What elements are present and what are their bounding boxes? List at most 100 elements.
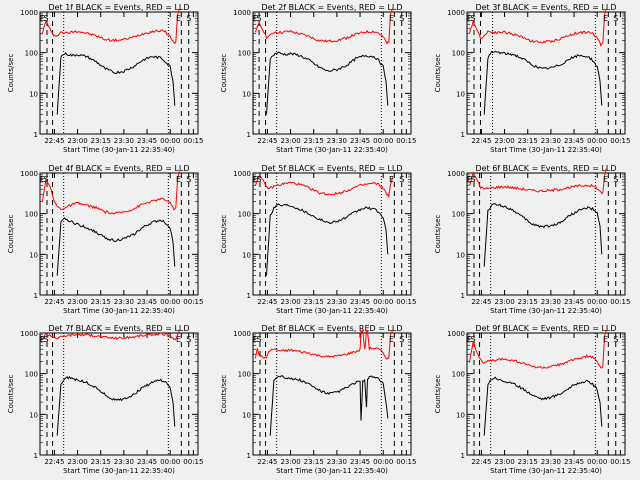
y-tick-label: 1000 [20,330,38,338]
saa-marker: S [471,14,476,23]
y-tick-label: 100 [452,50,465,58]
saa-marker: S [613,335,618,344]
saa-marker: S [399,335,404,344]
plot-frame [466,332,626,456]
x-axis-label: Start Time (30-Jan-11 22:35:40) [276,467,388,475]
x-tick-label: 23:00 [67,137,87,145]
x-tick-label: 23:45 [564,458,584,466]
y-tick-label: 10 [456,90,465,98]
y-tick-label: 100 [238,50,251,58]
lld-series-line [254,328,393,360]
x-tick-label: 23:15 [518,298,538,306]
x-tick-label: 23:00 [494,137,514,145]
x-tick-label: 00:15 [396,298,416,306]
eclipse-marker: E [176,335,181,344]
x-tick-label: 23:00 [67,298,87,306]
y-tick-label: 10 [456,411,465,419]
y-axis-label: Counts/sec [434,375,442,414]
plot-frame [466,11,626,135]
plot-frame [252,332,412,456]
eclipse-marker: E [389,175,394,184]
x-tick-label: 22:45 [44,137,64,145]
chart-title: Det 3f BLACK = Events, RED = LLD [475,3,616,12]
y-tick-label: 100 [25,371,38,379]
y-tick-label: 10 [242,90,251,98]
eclipse-marker: E [40,14,45,23]
events-series-line [266,51,389,115]
x-tick-label: 00:00 [160,458,180,466]
saa-marker: S [399,14,404,23]
x-tick-label: 22:45 [471,137,491,145]
saa-marker: S [257,335,262,344]
x-axis-label: Start Time (30-Jan-11 22:35:40) [63,146,175,154]
chart-title: Det 4f BLACK = Events, RED = LLD [48,164,189,173]
x-tick-label: 00:00 [160,137,180,145]
x-tick-label: 23:30 [327,458,347,466]
x-tick-label: 00:00 [373,298,393,306]
x-tick-label: 22:45 [44,458,64,466]
x-tick-label: 23:00 [280,458,300,466]
x-tick-label: 22:45 [257,298,277,306]
x-tick-label: 23:30 [327,137,347,145]
saa-marker: S [186,175,191,184]
chart-title: Det 7f BLACK = Events, RED = LLD [48,324,189,333]
eclipse-marker: E [253,175,258,184]
chart-panel-3: Det 3f BLACK = Events, RED = LLD 1 10 100 10… [434,3,630,154]
x-tick-label: 23:00 [494,458,514,466]
eclipse-marker: E [467,335,472,344]
x-tick-label: 23:45 [564,137,584,145]
x-axis-label: Start Time (30-Jan-11 22:35:40) [490,146,602,154]
saa-marker: S [471,175,476,184]
chart-panel-7: Det 7f BLACK = Events, RED = LLD 1 10 100 10… [7,324,203,475]
x-tick-label: 23:30 [327,298,347,306]
y-tick-label: 100 [452,211,465,219]
plot-frame [39,332,199,456]
eclipse-marker: E [253,335,258,344]
events-series-line [483,203,603,267]
eclipse-marker: E [389,14,394,23]
y-tick-label: 100 [238,211,251,219]
x-tick-label: 23:15 [518,137,538,145]
chart-panel-9: Det 9f BLACK = Events, RED = LLD 1 10 100 10… [434,324,630,475]
x-tick-label: 23:45 [350,458,370,466]
chart-panel-8: Det 8f BLACK = Events, RED = LLD 1 10 100 10… [220,324,416,475]
x-tick-label: 00:15 [396,137,416,145]
events-series-line [56,51,176,115]
y-tick-label: 100 [452,371,465,379]
x-tick-label: 00:00 [587,137,607,145]
saa-marker: S [44,175,49,184]
x-tick-label: 23:45 [137,137,157,145]
x-tick-label: 23:15 [518,458,538,466]
y-tick-label: 1000 [233,170,251,178]
x-tick-label: 00:00 [587,458,607,466]
x-tick-label: 23:15 [304,458,324,466]
x-tick-label: 22:45 [471,298,491,306]
x-tick-label: 22:45 [257,137,277,145]
lld-series-line [41,171,180,215]
eclipse-marker: E [603,335,608,344]
y-tick-label: 100 [238,371,251,379]
x-axis-label: Start Time (30-Jan-11 22:35:40) [490,467,602,475]
x-tick-label: 23:15 [304,137,324,145]
events-series-line [266,203,389,276]
chart-panel-6: Det 6f BLACK = Events, RED = LLD 1 10 100 10… [434,164,630,315]
y-tick-label: 10 [456,251,465,259]
y-tick-label: 1000 [233,9,251,17]
x-tick-label: 23:30 [541,137,561,145]
y-axis-label: Counts/sec [220,54,228,93]
x-axis-label: Start Time (30-Jan-11 22:35:40) [63,307,175,315]
eclipse-marker: E [467,14,472,23]
events-series-line [483,376,603,436]
eclipse-marker: E [603,14,608,23]
x-tick-label: 00:15 [610,137,630,145]
saa-marker: S [186,335,191,344]
y-tick-label: 1000 [20,9,38,17]
x-tick-label: 22:45 [257,458,277,466]
chart-title: Det 6f BLACK = Events, RED = LLD [475,164,616,173]
x-tick-label: 00:15 [183,298,203,306]
saa-marker: S [186,14,191,23]
lld-series-line [254,8,393,45]
x-tick-label: 00:15 [396,458,416,466]
x-tick-label: 00:00 [373,458,393,466]
